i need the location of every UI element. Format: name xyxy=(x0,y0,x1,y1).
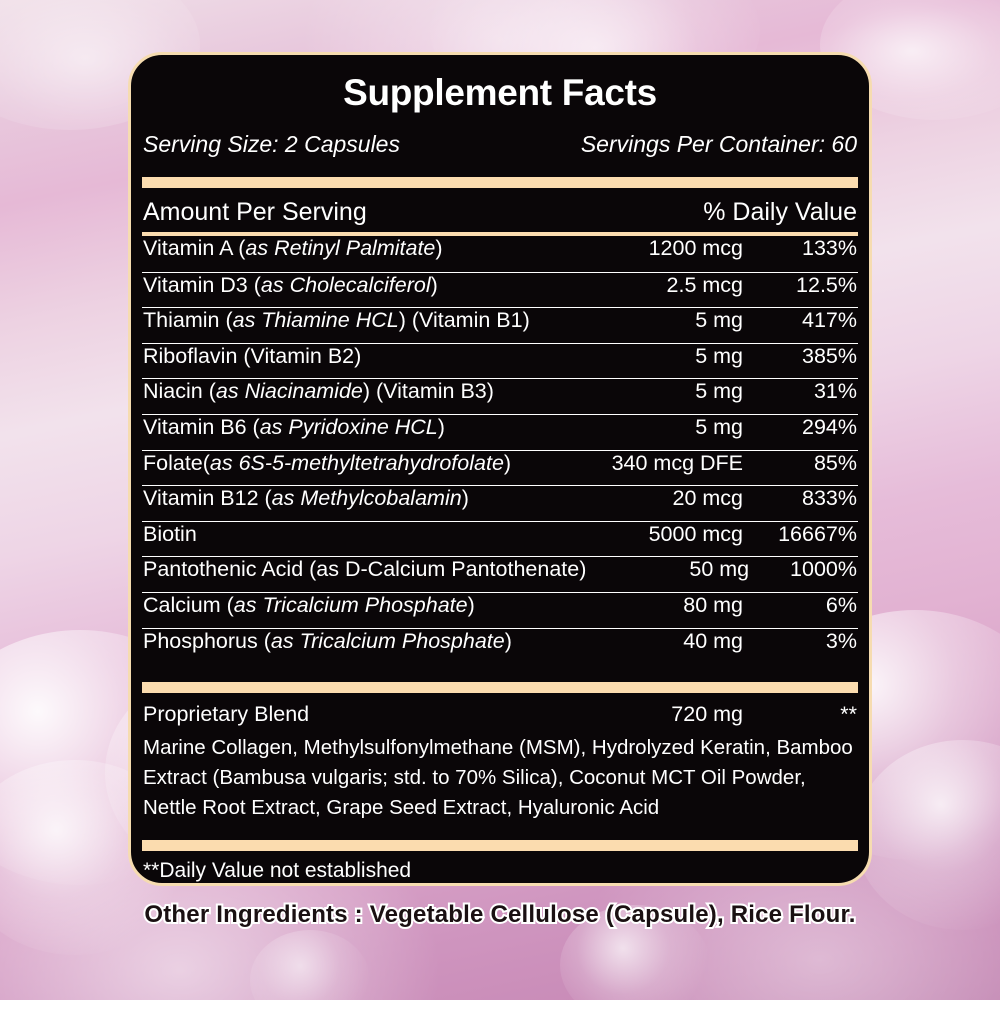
amount-per-serving-header: Amount Per Serving xyxy=(143,198,367,227)
nutrient-table: Vitamin A (as Retinyl Palmitate)1200 mcg… xyxy=(142,236,858,663)
nutrient-row: Phosphorus (as Tricalcium Phosphate)40 m… xyxy=(142,628,858,664)
nutrient-name: Vitamin D3 (as Cholecalciferol) xyxy=(143,273,571,298)
nutrient-name: Niacin (as Niacinamide) (Vitamin B3) xyxy=(143,379,571,404)
daily-value-footnote: **Daily Value not established xyxy=(142,859,858,883)
nutrient-name: Vitamin B12 (as Methylcobalamin) xyxy=(143,486,571,511)
nutrient-amount: 20 mcg xyxy=(571,486,743,511)
nutrient-daily-value: 12.5% xyxy=(743,273,857,298)
bubble-decoration xyxy=(250,930,370,1030)
servings-per-container-label: Servings Per Container: 60 xyxy=(581,131,857,158)
supplement-facts-panel: Supplement Facts Serving Size: 2 Capsule… xyxy=(128,52,872,886)
nutrient-row: Folate(as 6S-5-methyltetrahydrofolate)34… xyxy=(142,450,858,486)
nutrient-daily-value: 85% xyxy=(743,451,857,476)
nutrient-row: Vitamin A (as Retinyl Palmitate)1200 mcg… xyxy=(142,236,858,272)
nutrient-daily-value: 294% xyxy=(743,415,857,440)
nutrient-amount: 5 mg xyxy=(571,344,743,369)
nutrient-daily-value: 31% xyxy=(743,379,857,404)
nutrient-name: Biotin xyxy=(143,522,571,547)
table-header-row: Amount Per Serving % Daily Value xyxy=(142,198,858,227)
accent-bar-middle xyxy=(142,682,858,693)
nutrient-name: Riboflavin (Vitamin B2) xyxy=(143,344,571,369)
serving-info-row: Serving Size: 2 Capsules Servings Per Co… xyxy=(142,131,858,158)
nutrient-daily-value: 6% xyxy=(743,593,857,618)
nutrient-daily-value: 133% xyxy=(743,236,857,261)
nutrient-name: Phosphorus (as Tricalcium Phosphate) xyxy=(143,629,571,654)
nutrient-daily-value: 417% xyxy=(743,308,857,333)
nutrient-amount: 80 mg xyxy=(571,593,743,618)
nutrient-name: Pantothenic Acid (as D-Calcium Pantothen… xyxy=(143,557,586,582)
proprietary-blend-amount: 720 mg xyxy=(571,702,743,727)
nutrient-amount: 340 mcg DFE xyxy=(571,451,743,476)
proprietary-blend-row: Proprietary Blend 720 mg ** xyxy=(142,702,858,727)
nutrient-daily-value: 16667% xyxy=(743,522,857,547)
nutrient-name: Folate(as 6S-5-methyltetrahydrofolate) xyxy=(143,451,571,476)
accent-bar-top xyxy=(142,177,858,188)
proprietary-blend-ingredients: Marine Collagen, Methylsulfonylmethane (… xyxy=(142,733,860,823)
proprietary-blend-name: Proprietary Blend xyxy=(143,702,571,727)
nutrient-amount: 1200 mcg xyxy=(571,236,743,261)
nutrient-amount: 5 mg xyxy=(571,379,743,404)
nutrient-daily-value: 3% xyxy=(743,629,857,654)
serving-size-label: Serving Size: 2 Capsules xyxy=(143,131,400,158)
nutrient-amount: 50 mg xyxy=(586,557,749,582)
nutrient-name: Vitamin B6 (as Pyridoxine HCL) xyxy=(143,415,571,440)
nutrient-amount: 40 mg xyxy=(571,629,743,654)
nutrient-amount: 2.5 mcg xyxy=(571,273,743,298)
nutrient-amount: 5 mg xyxy=(571,415,743,440)
nutrient-name: Vitamin A (as Retinyl Palmitate) xyxy=(143,236,571,261)
nutrient-daily-value: 385% xyxy=(743,344,857,369)
nutrient-daily-value: 1000% xyxy=(749,557,857,582)
daily-value-header: % Daily Value xyxy=(703,198,857,227)
other-ingredients-text: Other Ingredients : Vegetable Cellulose … xyxy=(0,901,1000,929)
nutrient-daily-value: 833% xyxy=(743,486,857,511)
nutrient-amount: 5000 mcg xyxy=(571,522,743,547)
nutrient-amount: 5 mg xyxy=(571,308,743,333)
accent-bar-bottom xyxy=(142,840,858,851)
nutrient-name: Thiamin (as Thiamine HCL) (Vitamin B1) xyxy=(143,308,571,333)
nutrient-row: Pantothenic Acid (as D-Calcium Pantothen… xyxy=(142,556,858,592)
nutrient-row: Thiamin (as Thiamine HCL) (Vitamin B1)5 … xyxy=(142,307,858,343)
panel-title: Supplement Facts xyxy=(142,74,858,111)
proprietary-blend-dv: ** xyxy=(743,702,857,727)
nutrient-name: Calcium (as Tricalcium Phosphate) xyxy=(143,593,571,618)
nutrient-row: Niacin (as Niacinamide) (Vitamin B3)5 mg… xyxy=(142,378,858,414)
